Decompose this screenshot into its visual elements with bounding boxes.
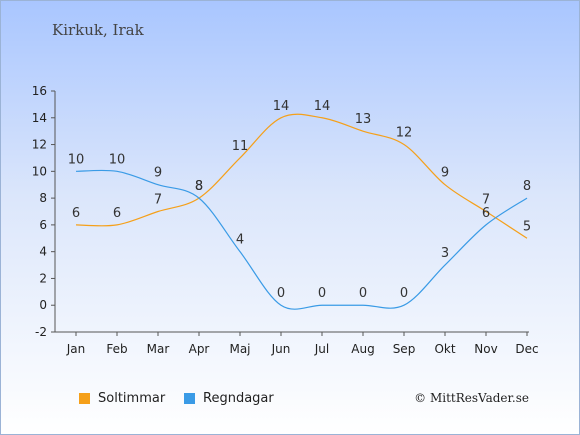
data-label-soltimmar: 5: [523, 219, 531, 234]
data-label-soltimmar: 14: [314, 99, 331, 114]
series-line-soltimmar: [75, 113, 528, 239]
x-tick-label: Maj: [229, 342, 250, 356]
legend-swatch-soltimmar: [79, 393, 90, 404]
x-tick-label: Jul: [314, 342, 329, 356]
y-tick-label: -2: [35, 325, 47, 339]
y-tick-label: 2: [39, 271, 47, 285]
chart-title: Kirkuk, Irak: [52, 21, 144, 39]
x-tick-label: Aug: [351, 342, 374, 356]
x-tick-label: Apr: [189, 342, 210, 356]
data-label-soltimmar: 14: [273, 99, 290, 114]
data-label-soltimmar: 7: [154, 193, 162, 208]
x-tick-label: Mar: [147, 342, 170, 356]
y-tick-label: 6: [39, 218, 47, 232]
y-tick-label: 0: [39, 298, 47, 312]
data-label-soltimmar: 11: [232, 139, 249, 154]
series-line-regndagar: [75, 169, 528, 310]
x-tick-label: Sep: [393, 342, 416, 356]
x-tick-label: Feb: [106, 342, 127, 356]
data-label-regndagar: 0: [400, 286, 408, 301]
data-label-regndagar: 9: [154, 166, 162, 181]
legend-label-regndagar: Regndagar: [203, 391, 274, 406]
data-label-regndagar: 10: [68, 152, 85, 167]
x-tick-label: Nov: [474, 342, 497, 356]
data-label-regndagar: 0: [318, 286, 326, 301]
legend-swatch-regndagar: [184, 393, 195, 404]
data-label-regndagar: 4: [236, 233, 244, 248]
legend-item-regndagar: Regndagar: [184, 391, 274, 406]
data-label-soltimmar: 6: [72, 206, 80, 221]
data-label-soltimmar: 9: [441, 166, 449, 181]
y-tick-label: 4: [39, 245, 47, 259]
x-tick-label: Jun: [271, 342, 291, 356]
data-label-regndagar: 8: [195, 179, 203, 194]
x-tick-label: Jan: [66, 342, 86, 356]
data-label-soltimmar: 7: [482, 193, 490, 208]
data-label-regndagar: 3: [441, 246, 449, 261]
y-tick-label: 8: [39, 191, 47, 205]
x-tick-label: Dec: [515, 342, 538, 356]
data-label-regndagar: 6: [482, 206, 490, 221]
credit-text: © MittResVader.se: [414, 391, 529, 405]
y-tick-label: 12: [32, 138, 47, 152]
data-label-regndagar: 8: [523, 179, 531, 194]
data-label-soltimmar: 12: [396, 126, 413, 141]
data-label-soltimmar: 8: [195, 179, 203, 194]
y-tick-label: 10: [32, 164, 47, 178]
x-tick-label: Okt: [434, 342, 455, 356]
y-tick-label: 14: [32, 111, 47, 125]
data-label-regndagar: 10: [109, 152, 126, 167]
data-label-regndagar: 0: [277, 286, 285, 301]
y-tick-label: 16: [32, 84, 47, 98]
legend-label-soltimmar: Soltimmar: [98, 391, 166, 406]
legend-item-soltimmar: Soltimmar: [79, 391, 165, 406]
data-label-regndagar: 0: [359, 286, 367, 301]
data-label-soltimmar: 6: [113, 206, 121, 221]
data-label-soltimmar: 13: [355, 112, 372, 127]
